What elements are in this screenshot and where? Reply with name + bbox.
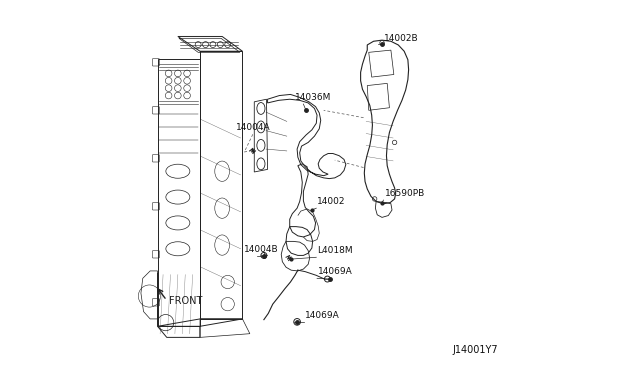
Text: 14004A: 14004A — [236, 124, 271, 132]
Text: 14004B: 14004B — [244, 245, 279, 254]
Text: J14001Y7: J14001Y7 — [452, 345, 498, 355]
Text: 16590PB: 16590PB — [385, 189, 425, 198]
Text: 14069A: 14069A — [305, 311, 340, 320]
Text: 14069A: 14069A — [318, 267, 353, 276]
Text: L4018M: L4018M — [317, 246, 353, 256]
Text: 14002: 14002 — [317, 197, 346, 206]
Text: FRONT: FRONT — [170, 296, 203, 306]
Text: 14036M: 14036M — [295, 93, 332, 102]
Text: 14002B: 14002B — [383, 34, 418, 43]
